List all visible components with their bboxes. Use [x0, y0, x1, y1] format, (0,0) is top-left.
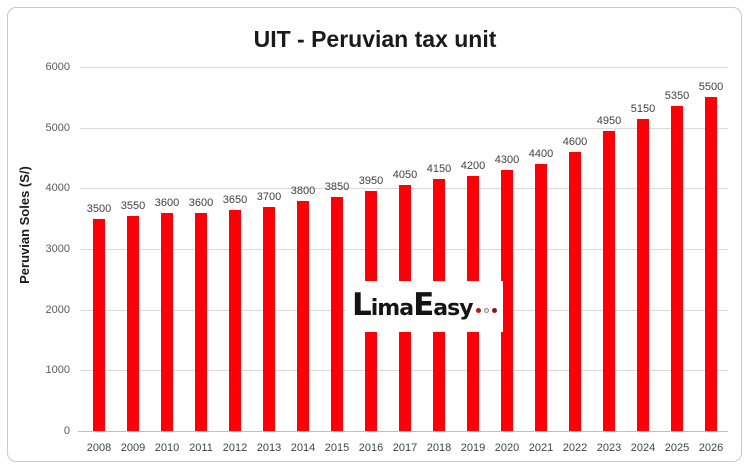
- x-tick-label: 2009: [120, 442, 146, 454]
- bar-2010: [161, 212, 173, 431]
- bar-value-label: 4600: [562, 135, 588, 148]
- watermark-dots: [473, 302, 497, 320]
- bar-value-label: 3600: [188, 196, 214, 209]
- bar-2008: [93, 218, 105, 431]
- bar-value-label: 3950: [358, 175, 384, 188]
- x-tick-label: 2021: [528, 442, 554, 454]
- watermark-text-lima: Lima: [352, 287, 414, 323]
- bar-value-label: 3800: [290, 184, 316, 197]
- bar-2013: [263, 206, 275, 431]
- bar-2012: [229, 209, 241, 431]
- bar-value-label: 5350: [664, 90, 690, 103]
- watermark-dot-2: [483, 308, 489, 313]
- x-tick-label: 2022: [562, 442, 588, 454]
- gridline-5000: [80, 127, 728, 129]
- bar-2024: [637, 118, 649, 431]
- gridline-6000: [80, 67, 728, 68]
- bar-value-label: 3600: [154, 196, 180, 209]
- chart-title: UIT - Peruvian tax unit: [253, 26, 497, 52]
- x-axis-line: [78, 431, 728, 432]
- x-tick-label: 2011: [189, 442, 213, 454]
- bar-2021: [535, 164, 547, 431]
- x-tick-label: 2020: [494, 442, 520, 454]
- x-tick-label: 2016: [358, 442, 384, 454]
- x-tick-label: 2018: [426, 442, 452, 454]
- bar-value-label: 5150: [630, 102, 656, 115]
- bar-value-label: 3850: [324, 181, 350, 194]
- bar-value-label: 5500: [698, 81, 724, 94]
- bar-value-label: 3500: [86, 202, 112, 215]
- x-tick-label: 2026: [698, 442, 724, 454]
- bar-2025: [671, 106, 683, 431]
- x-tick-label: 2015: [324, 442, 350, 454]
- bar-2014: [297, 200, 309, 431]
- y-tick-label: 6000: [45, 61, 70, 73]
- bar-2023: [603, 130, 615, 431]
- watermark-dot-3: [491, 308, 497, 313]
- x-tick-label: 2012: [222, 442, 248, 454]
- y-tick-label: 4000: [45, 182, 70, 195]
- x-tick-label: 2014: [290, 442, 316, 454]
- x-tick-label: 2013: [256, 442, 282, 454]
- y-tick-label: 2000: [45, 303, 70, 316]
- x-tick-label: 2017: [392, 442, 418, 454]
- bar-2015: [331, 197, 343, 431]
- limaeasy-watermark: LimaEasy: [346, 281, 503, 332]
- bar-value-label: 4400: [528, 148, 554, 161]
- y-tick-label: 3000: [45, 243, 70, 255]
- bar-value-label: 4950: [596, 114, 622, 127]
- bar-2026: [705, 97, 717, 431]
- x-tick-label: 2008: [86, 442, 112, 454]
- bar-2022: [569, 151, 581, 431]
- y-axis-title: Peruvian Soles (S/): [17, 166, 32, 284]
- x-tick-label: 2025: [664, 442, 690, 454]
- bar-2011: [195, 212, 207, 431]
- watermark-dot-1: [475, 308, 481, 313]
- y-tick-label: 0: [63, 425, 70, 437]
- bar-2020: [501, 170, 513, 431]
- y-tick-label: 1000: [45, 364, 70, 377]
- bar-value-label: 3650: [222, 193, 248, 206]
- bar-value-label: 4200: [460, 160, 486, 173]
- y-tick-label: 5000: [45, 121, 70, 134]
- bar-value-label: 4050: [392, 169, 418, 182]
- bar-value-label: 4300: [494, 154, 520, 167]
- bar-value-label: 3550: [120, 199, 146, 212]
- x-tick-label: 2010: [154, 442, 180, 454]
- x-tick-label: 2019: [460, 442, 486, 454]
- bar-value-label: 4150: [426, 163, 452, 176]
- bar-value-label: 3700: [256, 190, 282, 203]
- watermark-text-easy: Easy: [413, 287, 473, 323]
- bar-2009: [127, 215, 139, 431]
- x-tick-label: 2023: [596, 442, 622, 454]
- x-tick-label: 2024: [630, 442, 656, 454]
